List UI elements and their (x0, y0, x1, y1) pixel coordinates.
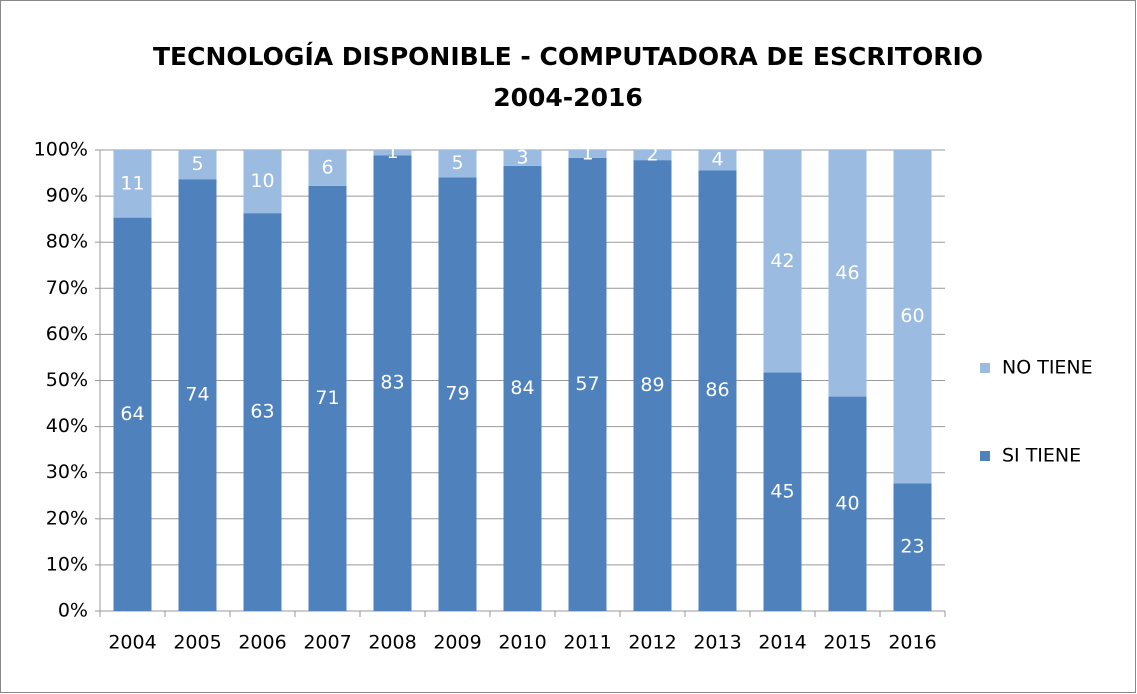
bar-segment (438, 177, 477, 611)
bar-segment (698, 170, 737, 611)
legend-swatch (980, 363, 990, 373)
value-label: 86 (705, 379, 729, 401)
x-tick-label: 2009 (433, 632, 481, 654)
x-tick-label: 2015 (823, 632, 871, 654)
y-tick-label: 30% (46, 461, 88, 483)
bar-segment (243, 213, 282, 611)
bar-segment (828, 150, 867, 397)
y-tick-label: 50% (46, 369, 88, 391)
value-label: 42 (770, 250, 794, 272)
bar-segment (633, 150, 672, 161)
x-tick-label: 2006 (238, 632, 286, 654)
value-label: 10 (250, 170, 274, 192)
y-tick-label: 40% (46, 415, 88, 437)
x-tick-label: 2008 (368, 632, 416, 654)
y-tick-label: 10% (46, 553, 88, 575)
x-tick-label: 2011 (563, 632, 611, 654)
value-label: 46 (835, 262, 859, 284)
legend-swatch (980, 451, 990, 461)
value-label: 6 (321, 156, 333, 178)
bar-segment (503, 150, 542, 166)
bar-segment (308, 150, 347, 186)
bar-segment (438, 150, 477, 178)
value-label: 74 (185, 384, 209, 406)
x-tick-label: 2004 (108, 632, 156, 654)
bar-segment (503, 165, 542, 611)
value-label: 1 (386, 141, 398, 163)
y-tick-label: 90% (46, 185, 88, 207)
x-tick-label: 2005 (173, 632, 221, 654)
x-tick-label: 2016 (888, 632, 936, 654)
x-tick-label: 2007 (303, 632, 351, 654)
value-label: 5 (451, 152, 463, 174)
value-label: 1 (581, 142, 593, 164)
value-label: 45 (770, 480, 794, 502)
y-tick-label: 100% (34, 139, 88, 161)
value-label: 57 (575, 373, 599, 395)
value-label: 3 (516, 146, 528, 168)
bar-segment (763, 372, 802, 611)
value-label: 64 (120, 403, 144, 425)
legend-label: NO TIENE (1002, 357, 1093, 379)
bar-segment (763, 150, 802, 373)
chart-title: TECNOLOGÍA DISPONIBLE - COMPUTADORA DE E… (153, 42, 983, 71)
value-label: 23 (900, 536, 924, 558)
bar-segment (633, 160, 672, 611)
x-tick-label: 2012 (628, 632, 676, 654)
bar-segment (178, 150, 217, 180)
bar-segment (568, 150, 607, 158)
value-label: 89 (640, 374, 664, 396)
bar-segment (373, 155, 412, 611)
value-label: 4 (711, 149, 723, 171)
value-label: 63 (250, 401, 274, 423)
bar-segment (113, 150, 152, 218)
x-tick-label: 2010 (498, 632, 546, 654)
bar-segment (568, 157, 607, 611)
value-label: 40 (835, 492, 859, 514)
value-label: 84 (510, 377, 534, 399)
bar-segment (893, 483, 932, 611)
y-tick-label: 60% (46, 323, 88, 345)
bar-segment (243, 150, 282, 214)
value-label: 83 (380, 372, 404, 394)
value-label: 5 (191, 153, 203, 175)
value-label: 11 (120, 172, 144, 194)
y-tick-label: 70% (46, 277, 88, 299)
x-tick-label: 2014 (758, 632, 806, 654)
bar-segment (373, 150, 412, 156)
chart-title: 2004-2016 (493, 83, 643, 112)
value-label: 2 (646, 144, 658, 166)
bar-segment (308, 185, 347, 612)
value-label: 60 (900, 305, 924, 327)
bar-segment (113, 217, 152, 611)
y-tick-label: 0% (58, 600, 88, 622)
bar-segment (893, 150, 932, 484)
bar-segment (828, 396, 867, 611)
value-label: 79 (445, 383, 469, 405)
y-tick-label: 80% (46, 231, 88, 253)
x-tick-label: 2013 (693, 632, 741, 654)
bar-segment (178, 179, 217, 611)
legend-label: SI TIENE (1002, 445, 1081, 467)
value-label: 71 (315, 387, 339, 409)
y-tick-label: 20% (46, 507, 88, 529)
bar-segment (698, 150, 737, 171)
